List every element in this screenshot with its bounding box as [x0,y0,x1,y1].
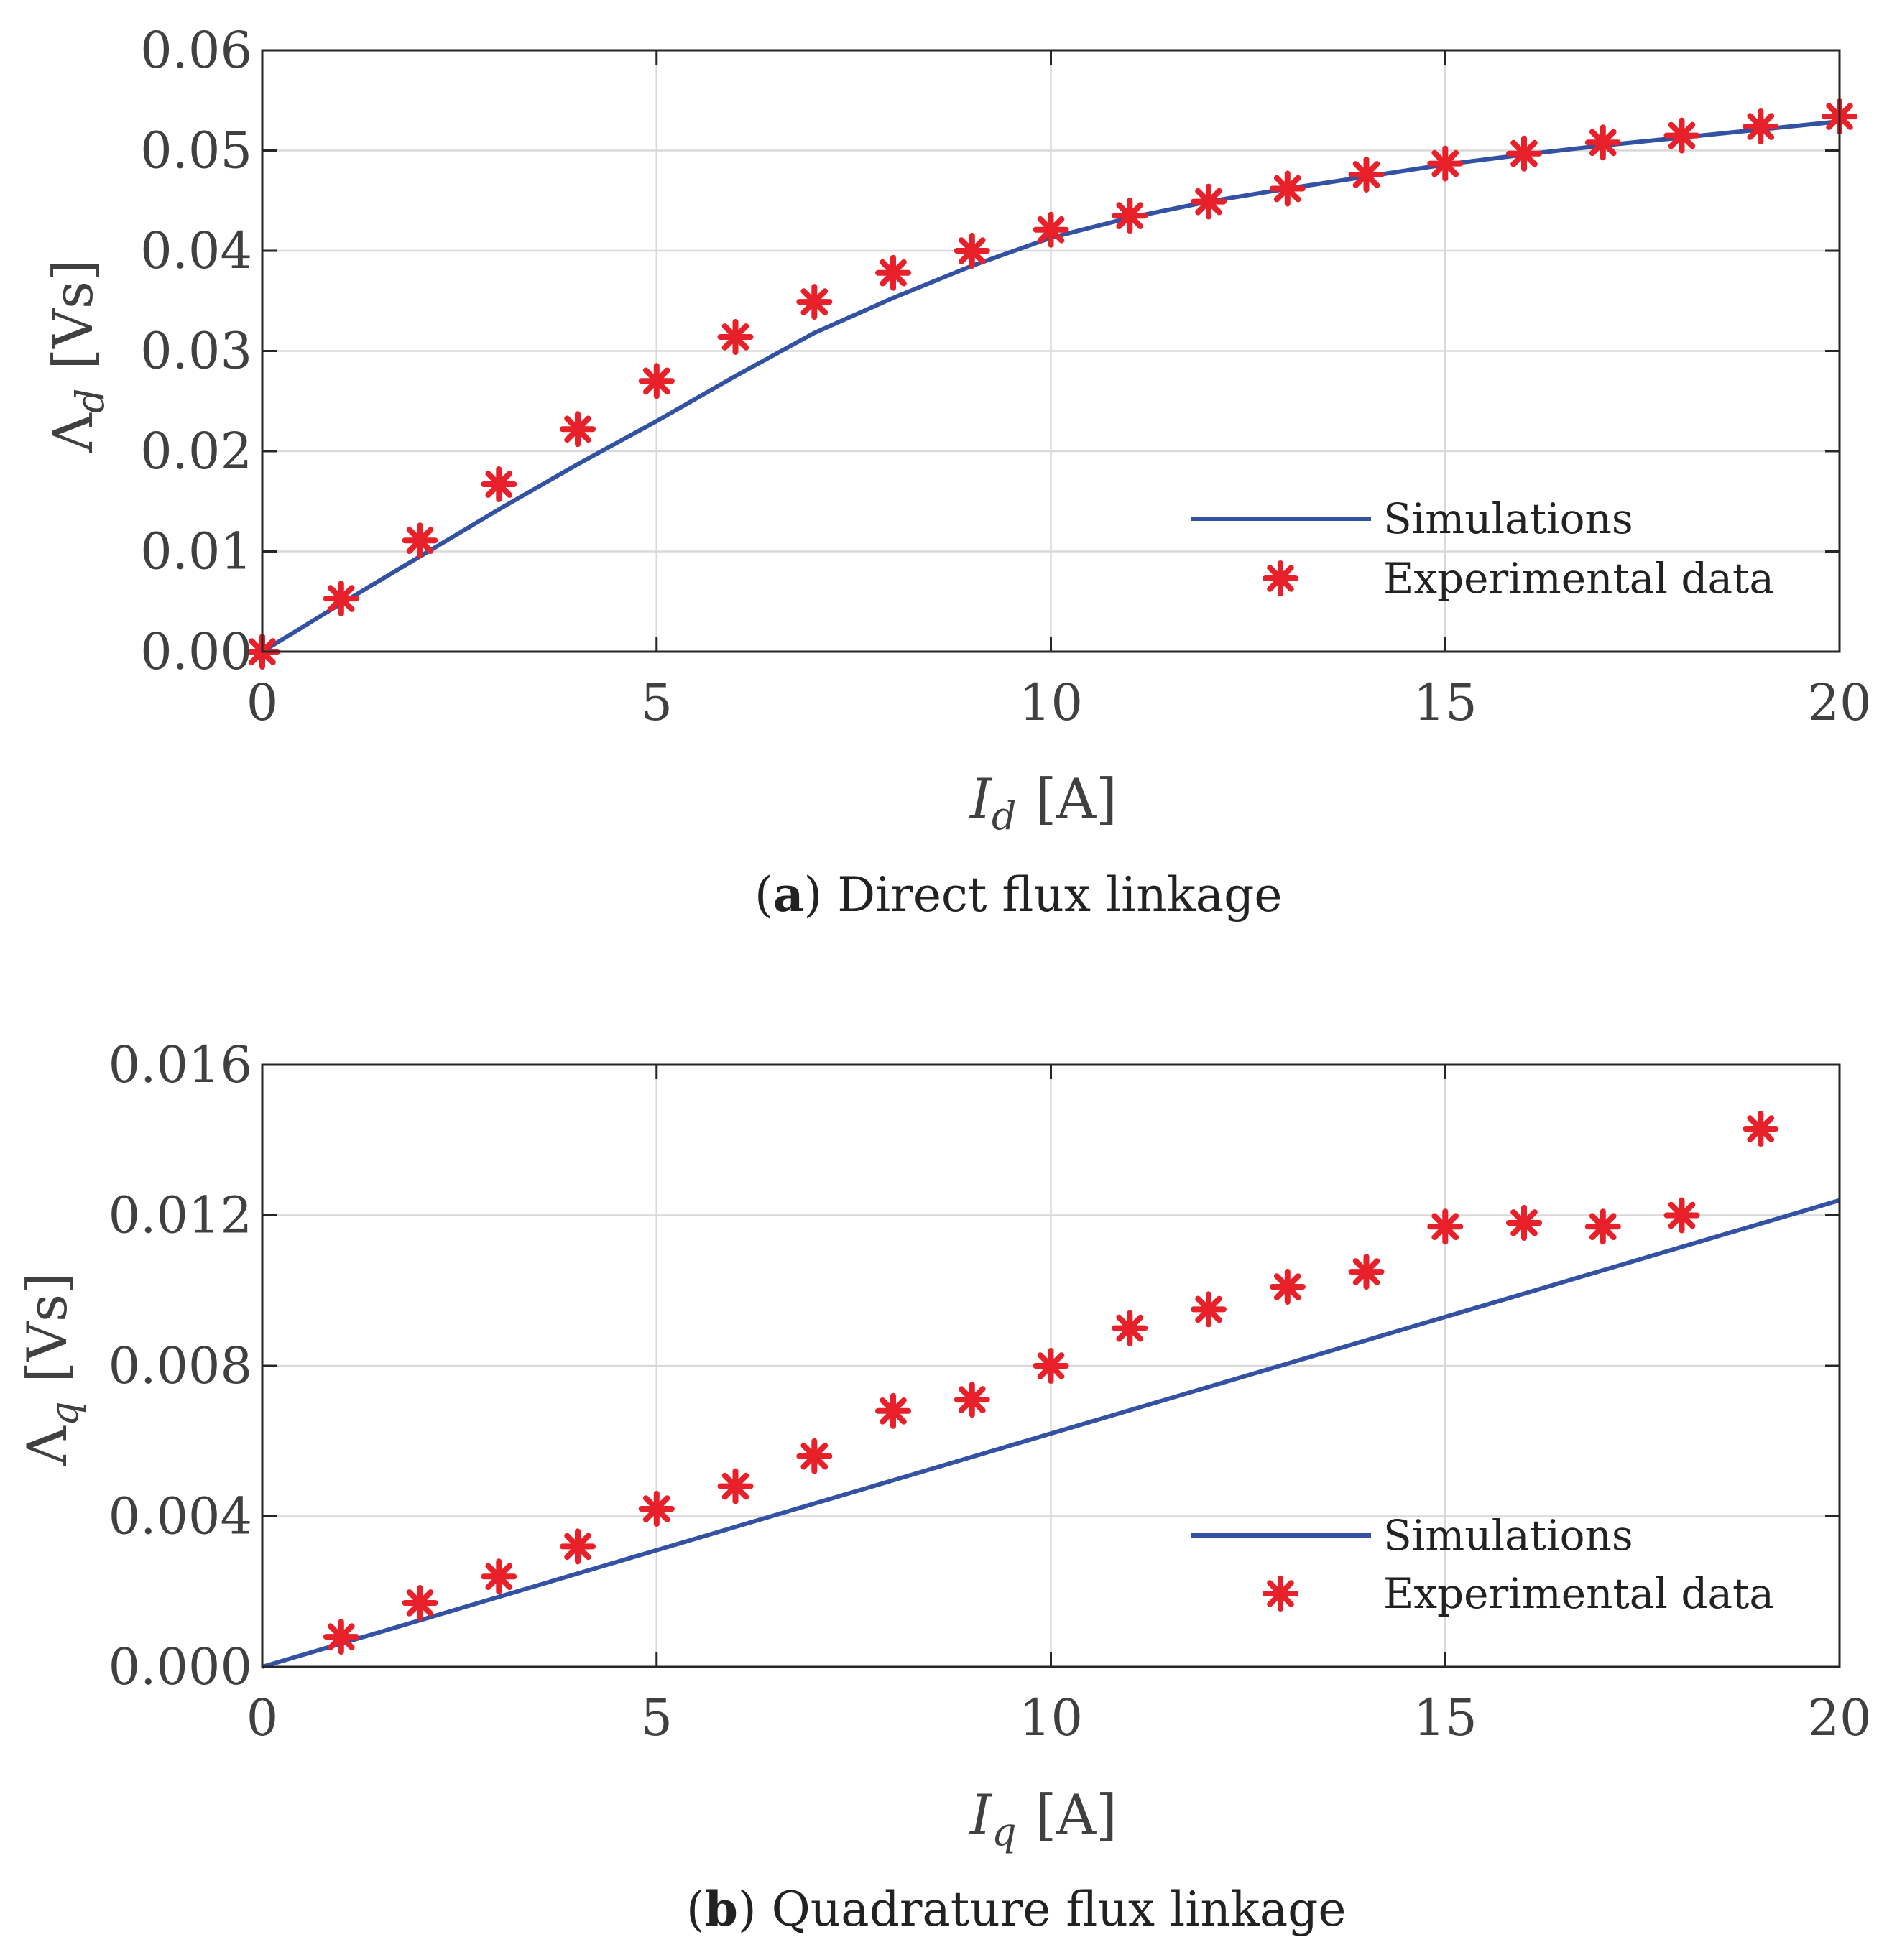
data-point-experimental [402,522,438,559]
caption-text: Quadrature flux linkage [772,1882,1347,1937]
y-label-unit: [Vs] [41,259,105,369]
y-label-subscript: d [68,389,113,414]
data-point-experimental [1427,1208,1464,1245]
x-tick-label: 15 [1413,1688,1477,1747]
y-label-symbol: Λ [41,412,105,453]
data-point-experimental [560,411,596,448]
x-label-subscript: d [992,793,1017,838]
x-tick-label: 5 [640,1688,673,1747]
y-tick-label: 0.03 [140,322,252,381]
data-point-experimental [796,1438,833,1474]
legend-label-experimental: Experimental data [1383,1569,1774,1618]
y-axis-label: Λd [Vs] [41,259,113,453]
x-tick-label: 10 [1019,673,1083,732]
data-point-experimental [1743,1111,1779,1147]
series-line-simulations [262,1198,1840,1669]
y-tick-label: 0.06 [140,21,252,80]
y-tick-label: 0.05 [140,121,252,180]
data-point-experimental [954,233,990,269]
data-point-experimental [1506,135,1542,172]
data-point-experimental [954,1382,990,1418]
data-point-experimental [1112,1310,1148,1346]
chart-direct-flux: 0 5 10 15 20 0.00 0.01 0.02 0.03 0.04 0.05 0.06 Sim… [41,21,1872,923]
data-point-experimental [1348,157,1385,193]
data-point-experimental [1033,1348,1069,1384]
y-label-unit: [Vs] [15,1272,79,1382]
caption-text: Direct flux linkage [837,867,1282,923]
chart-quadrature-flux: 0 5 10 15 20 0.000 0.004 0.008 0.012 0.016 Simula… [15,1035,1872,1937]
y-tick-label: 0.008 [109,1336,252,1395]
y-tick-label: 0.012 [109,1186,252,1245]
data-point-experimental [717,319,754,355]
data-point-experimental [796,284,833,320]
legend-b: Simulations Experimental data [1191,1511,1774,1618]
data-point-experimental [323,1619,359,1655]
caption-label: b [705,1881,738,1937]
data-point-experimental [402,1585,438,1621]
data-point-experimental [1269,1269,1306,1305]
data-point-experimental [323,581,359,617]
data-point-experimental [1033,211,1069,248]
data-point-experimental [875,254,911,291]
y-tick-label: 0.016 [109,1035,252,1094]
data-point-experimental [1584,1208,1621,1245]
y-tick-label: 0.04 [140,221,252,280]
legend-asterisk-swatch [1263,560,1298,596]
data-point-experimental [1269,170,1306,207]
legend-label-simulations: Simulations [1383,1511,1633,1560]
x-label-symbol: I [969,767,993,831]
legend-a: Simulations Experimental data [1191,494,1774,603]
x-label-unit: [A] [1035,767,1117,831]
data-point-experimental [1743,108,1779,144]
data-point-experimental [481,1558,517,1595]
y-tick-label: 0.02 [140,422,252,481]
data-point-experimental [1348,1254,1385,1290]
caption-b: (b) Quadrature flux linkage [686,1881,1346,1937]
data-point-experimental [638,363,675,399]
x-tick-label: 10 [1019,1688,1083,1747]
data-point-experimental [481,466,517,502]
x-tick-label: 0 [246,673,279,732]
x-label-symbol: I [969,1783,993,1846]
data-point-experimental [1427,145,1464,182]
data-point-experimental [1191,1291,1227,1328]
y-tick-label: 0.01 [140,522,252,581]
y-tick-label: 0.004 [109,1487,252,1546]
y-tick-label: 0.000 [109,1637,252,1696]
x-tick-label: 20 [1807,673,1871,732]
data-point-experimental [1663,1197,1700,1234]
y-label-subscript: q [42,1402,87,1427]
data-point-experimental [1663,117,1700,154]
x-label-unit: [A] [1035,1783,1117,1846]
x-tick-label: 0 [246,1688,279,1747]
data-point-experimental [1191,183,1227,220]
caption-label: a [773,866,804,923]
caption-a: (a) Direct flux linkage [754,866,1282,923]
y-label-symbol: Λ [15,1425,79,1466]
x-tick-label: 20 [1807,1688,1871,1747]
data-point-experimental [560,1528,596,1565]
data-point-experimental [1584,124,1621,161]
legend-asterisk-swatch [1263,1576,1298,1612]
data-point-experimental [717,1468,754,1504]
x-axis-label: Iq [A] [969,1783,1117,1854]
data-point-experimental [875,1392,911,1429]
data-point-experimental [1506,1205,1542,1241]
x-label-subscript: q [992,1809,1017,1854]
legend-asterisk-mark [1263,560,1298,596]
data-point-experimental [638,1491,675,1527]
y-axis-label: Λq [Vs] [15,1272,87,1466]
legend-label-simulations: Simulations [1383,494,1633,543]
data-point-experimental [1112,198,1148,234]
x-axis-label: Id [A] [969,767,1117,838]
legend-label-experimental: Experimental data [1383,554,1774,603]
legend-asterisk-mark [1263,1576,1298,1612]
y-tick-label: 0.00 [140,622,252,681]
x-tick-label: 5 [640,673,673,732]
x-tick-label: 15 [1413,673,1477,732]
